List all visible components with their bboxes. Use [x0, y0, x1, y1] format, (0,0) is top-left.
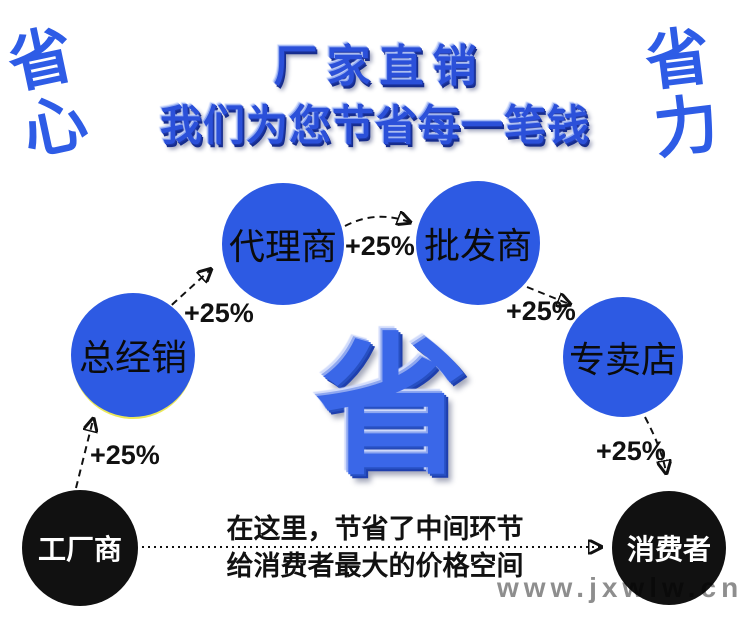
node-label: 代理商 — [228, 226, 337, 267]
markup-label-1: +25% — [90, 440, 160, 470]
node-label: 工厂商 — [37, 534, 122, 565]
markup-label-3: +25% — [345, 231, 415, 261]
markup-label-5: +25% — [596, 436, 666, 466]
center-save-word: 省 — [316, 323, 468, 493]
arrow-distributor-to-agent — [162, 270, 210, 314]
node-distributor: 总经销 — [71, 293, 195, 417]
arrow-wholesaler-to-store — [526, 286, 569, 304]
footer-text: 在这里，节省了中间环节 给消费者最大的价格空间 — [165, 511, 585, 585]
watermark-url: www.jxwlw.cn — [497, 572, 744, 603]
node-label: 专卖店 — [568, 339, 677, 380]
arrow-agent-to-wholesaler — [344, 217, 409, 227]
markup-label-2: +25% — [184, 298, 254, 328]
arrow-store-to-consumer — [644, 416, 666, 472]
node-label: 消费者 — [626, 534, 711, 565]
node-wholesaler: 批发商 — [416, 181, 540, 305]
node-agent: 代理商 — [222, 183, 344, 305]
page-title: 厂家直销 — [273, 42, 486, 91]
node-label: 总经销 — [78, 337, 187, 378]
node-label: 批发商 — [423, 225, 532, 266]
footer-line-1: 在这里，节省了中间环节 — [226, 514, 524, 544]
footer-line-2: 给消费者最大的价格空间 — [226, 551, 524, 581]
node-factory: 工厂商 — [22, 490, 138, 606]
markup-label-4: +25% — [506, 296, 576, 326]
node-consumer: 消费者 — [612, 491, 726, 605]
page-subtitle: 我们为您节省每一笔钱 — [159, 102, 590, 149]
node-store: 专卖店 — [563, 297, 683, 417]
